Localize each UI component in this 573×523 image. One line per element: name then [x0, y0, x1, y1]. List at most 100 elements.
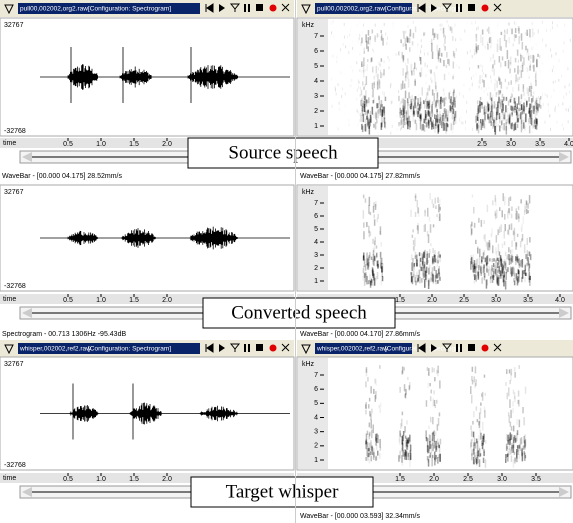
noise: [387, 108, 388, 111]
energy: [525, 206, 527, 212]
energy: [443, 122, 445, 131]
energy: [439, 119, 441, 123]
energy: [523, 92, 525, 96]
energy: [403, 43, 405, 47]
energy: [400, 423, 402, 429]
energy: [433, 204, 435, 208]
energy: [477, 419, 479, 422]
amp-min: -32768: [4, 462, 26, 469]
noise: [536, 43, 537, 46]
energy: [404, 384, 406, 391]
noise: [510, 27, 511, 30]
energy: [441, 53, 443, 57]
energy: [516, 208, 518, 212]
energy: [533, 64, 535, 71]
energy: [500, 62, 502, 67]
energy: [483, 450, 485, 456]
energy: [368, 37, 370, 44]
noise: [445, 101, 446, 104]
noise: [358, 79, 359, 82]
noise: [552, 21, 553, 24]
energy: [484, 276, 486, 280]
energy: [370, 58, 372, 62]
energy: [475, 455, 477, 459]
noise: [339, 102, 340, 105]
energy: [511, 426, 513, 430]
energy: [413, 111, 415, 115]
energy: [374, 379, 376, 384]
energy: [369, 459, 371, 464]
noise: [352, 40, 353, 43]
stop-button[interactable]: [468, 344, 475, 351]
noise: [401, 126, 402, 129]
energy: [480, 453, 482, 456]
time-tick-label: 2.0: [162, 141, 172, 148]
energy: [479, 261, 481, 269]
energy: [505, 40, 507, 47]
energy: [498, 90, 500, 95]
noise: [334, 92, 335, 95]
energy: [508, 60, 510, 69]
energy: [381, 266, 383, 273]
noise: [343, 43, 344, 46]
energy: [488, 269, 490, 276]
stop-button[interactable]: [256, 4, 263, 11]
amp-min: -32768: [4, 283, 26, 290]
energy: [419, 115, 421, 118]
record-button[interactable]: [270, 5, 277, 12]
noise: [498, 124, 499, 127]
energy: [444, 38, 446, 44]
record-button[interactable]: [270, 345, 277, 352]
energy: [510, 435, 512, 443]
energy: [485, 440, 487, 444]
energy: [482, 30, 484, 35]
noise: [355, 78, 356, 81]
noise: [472, 55, 473, 58]
energy: [405, 38, 407, 46]
energy: [424, 125, 426, 132]
energy: [373, 389, 375, 394]
energy: [435, 270, 437, 278]
record-button[interactable]: [482, 345, 489, 352]
energy: [489, 258, 491, 261]
noise: [529, 76, 530, 79]
energy: [404, 367, 406, 370]
record-button[interactable]: [482, 5, 489, 12]
energy: [513, 426, 515, 432]
energy: [439, 217, 441, 221]
freq-tick-label: 6: [314, 213, 318, 220]
energy: [436, 45, 438, 52]
energy: [377, 33, 379, 37]
energy: [368, 30, 370, 36]
noise: [363, 95, 364, 98]
energy: [365, 402, 367, 409]
stop-button[interactable]: [256, 344, 263, 351]
energy: [498, 244, 500, 252]
energy: [515, 256, 517, 261]
energy: [493, 105, 495, 109]
noise: [359, 34, 360, 37]
noise: [466, 110, 467, 113]
energy: [499, 38, 501, 46]
energy: [498, 230, 500, 235]
energy: [538, 30, 540, 34]
energy: [495, 126, 497, 135]
noise: [384, 37, 385, 40]
noise: [350, 84, 351, 87]
noise: [417, 44, 418, 47]
energy: [514, 392, 516, 399]
energy: [414, 99, 416, 105]
freq-tick-label: 4: [314, 239, 318, 246]
energy: [374, 76, 376, 80]
energy: [379, 365, 381, 369]
energy: [405, 76, 407, 81]
energy: [508, 387, 510, 396]
energy: [525, 114, 527, 123]
energy: [514, 123, 516, 130]
noise: [492, 95, 493, 98]
energy: [506, 97, 508, 101]
energy: [528, 261, 530, 267]
energy: [508, 247, 510, 252]
noise: [456, 48, 457, 51]
stop-button[interactable]: [468, 4, 475, 11]
